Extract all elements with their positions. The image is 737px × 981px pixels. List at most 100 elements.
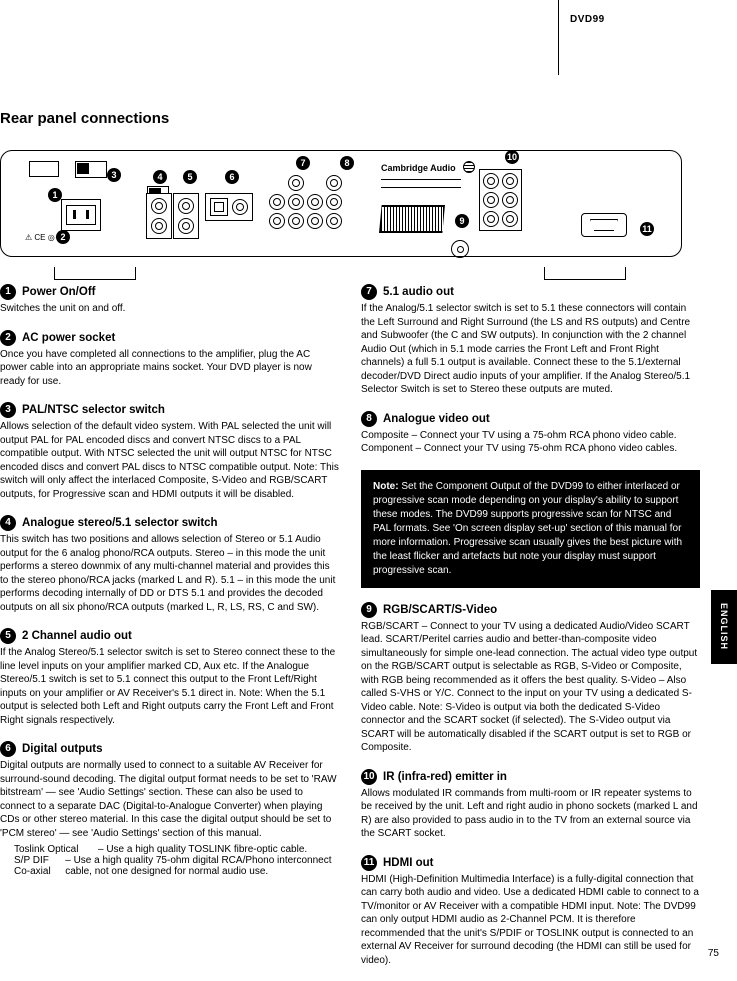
entry-body: Allows selection of the default video sy… — [0, 420, 339, 501]
diagram-callout: 5 — [183, 170, 197, 184]
sub-row: Toslink Optical– Use a high quality TOSL… — [14, 844, 339, 855]
sub-val: – Use a high quality 75-ohm digital RCA/… — [65, 855, 339, 877]
entry-title: Analogue stereo/5.1 selector switch — [22, 517, 218, 529]
diagram-callout: 11 — [640, 222, 654, 236]
rca-jack — [151, 198, 167, 214]
ac-socket-icon — [61, 199, 101, 231]
digital-out-box — [205, 193, 253, 221]
scart-icon — [379, 205, 445, 233]
pal-ntsc-switch-icon — [75, 161, 107, 178]
rca-jack — [288, 213, 304, 229]
entry-head: 4 Analogue stereo/5.1 selector switch — [0, 515, 339, 531]
header-divider — [558, 0, 559, 75]
bullet-number: 7 — [361, 284, 377, 300]
entry-body: Switches the unit on and off. — [0, 302, 339, 316]
left-column: 1 Power On/Off Switches the unit on and of… — [0, 284, 339, 981]
text-entry: 3PAL/NTSC selector switch Allows selectio… — [0, 402, 339, 501]
entry-head: 3PAL/NTSC selector switch — [0, 402, 339, 418]
entry-body: If the Analog Stereo/5.1 selector switch… — [0, 646, 339, 727]
rca-jack — [269, 213, 285, 229]
page-number: 75 — [708, 948, 719, 959]
entry-head: 75.1 audio out — [361, 284, 700, 300]
right-column: 75.1 audio out If the Analog/5.1 selector… — [361, 284, 700, 981]
rca-jack — [288, 194, 304, 210]
diagram-callout: 3 — [107, 168, 121, 182]
rca-jack — [502, 211, 518, 227]
power-switch-icon — [29, 161, 59, 177]
entry-body: If the Analog/5.1 selector switch is set… — [361, 302, 700, 397]
diagram-callout: 1 — [48, 188, 62, 202]
entry-title: IR (infra-red) emitter in — [383, 771, 507, 783]
text-entry: 75.1 audio out If the Analog/5.1 selector… — [361, 284, 700, 397]
entry-body: Once you have completed all connections … — [0, 348, 339, 389]
entry-title: Digital outputs — [22, 743, 103, 755]
rca-jack — [178, 198, 194, 214]
coax-jack — [232, 199, 248, 215]
columns: 1 Power On/Off Switches the unit on and of… — [0, 284, 700, 981]
entry-head: 5 2 Channel audio out — [0, 628, 339, 644]
rca-jack — [151, 218, 167, 234]
entry-head: 11HDMI out — [361, 855, 700, 871]
note-box: Note: Set the Component Output of the DV… — [361, 470, 700, 588]
rca-jack — [269, 194, 285, 210]
entry-head: 6Digital outputs — [0, 741, 339, 757]
rca-jack — [288, 175, 304, 191]
toslink-icon — [210, 198, 228, 216]
language-tab: ENGLISH — [711, 590, 737, 664]
sub-key: S/P DIF Co-axial — [14, 855, 59, 877]
text-entry: 10IR (infra-red) emitter inAllows modula… — [361, 769, 700, 841]
text-entry: 2 AC power socket Once you have completed … — [0, 330, 339, 389]
rca-jack — [307, 213, 323, 229]
text-entry: 6Digital outputs Digital outputs are norm… — [0, 741, 339, 877]
entry-title: AC power socket — [22, 332, 115, 344]
section-title: Rear panel connections — [0, 110, 169, 127]
rca-jack — [502, 192, 518, 208]
entry-body: Digital outputs are normally used to con… — [0, 759, 339, 840]
decoration-line — [381, 187, 461, 188]
entry-head: 2 AC power socket — [0, 330, 339, 346]
diagram-callout: 7 — [296, 156, 310, 170]
bullet-number: 9 — [361, 602, 377, 618]
bullet-number: 5 — [0, 628, 16, 644]
sub-key: Toslink Optical — [14, 844, 92, 855]
bullet-number: 8 — [361, 411, 377, 427]
panel-foot — [544, 267, 626, 280]
entry-head: 8 Analogue video out — [361, 411, 700, 427]
text-entry: 11HDMI outHDMI (High-Definition Multimed… — [361, 855, 700, 968]
entry-title: RGB/SCART/S-Video — [383, 604, 497, 616]
hdmi-port-icon — [581, 213, 627, 237]
bullet-number: 1 — [0, 284, 16, 300]
bullet-number: 3 — [0, 402, 16, 418]
stereo-out-box — [146, 193, 172, 239]
diagram-callout: 4 — [153, 170, 167, 184]
entry-title: Analogue video out — [383, 413, 490, 425]
page-root: DVD99 ENGLISH Rear panel connections ⚠ C… — [0, 0, 737, 967]
svideo-icon — [451, 240, 469, 258]
text-entry: 9RGB/SCART/S-VideoRGB/SCART – Connect to… — [361, 602, 700, 755]
text-entry: 8 Analogue video out Composite – Connect y… — [361, 411, 700, 456]
entry-title: 2 Channel audio out — [22, 630, 132, 642]
stereo-out-box-2 — [173, 193, 199, 239]
diagram-callout: 9 — [455, 214, 469, 228]
bullet-number: 10 — [361, 769, 377, 785]
rca-jack — [483, 211, 499, 227]
rca-jack — [502, 173, 518, 189]
bullet-number: 11 — [361, 855, 377, 871]
sub-table: Toslink Optical– Use a high quality TOSL… — [14, 844, 339, 877]
entry-title: Power On/Off — [22, 286, 95, 298]
rca-jack — [483, 173, 499, 189]
bullet-number: 2 — [0, 330, 16, 346]
rear-panel-diagram: ⚠ CE ◎ — [0, 150, 680, 268]
rca-jack — [178, 218, 194, 234]
sub-row: S/P DIF Co-axial – Use a high quality 75-… — [14, 855, 339, 877]
brand-label: DVD99 — [570, 14, 605, 25]
rca-jack — [307, 194, 323, 210]
entry-body: Composite – Connect your TV using a 75-o… — [361, 429, 700, 456]
rca-jack — [326, 175, 342, 191]
entry-head: 10 IR (infra-red) emitter in — [361, 769, 700, 785]
panel-foot — [54, 267, 136, 280]
entry-body: This switch has two positions and allows… — [0, 533, 339, 614]
entry-head: 9 RGB/SCART/S-Video — [361, 602, 700, 618]
text-entry: 4 Analogue stereo/5.1 selector switch This… — [0, 515, 339, 614]
bullet-number: 4 — [0, 515, 16, 531]
